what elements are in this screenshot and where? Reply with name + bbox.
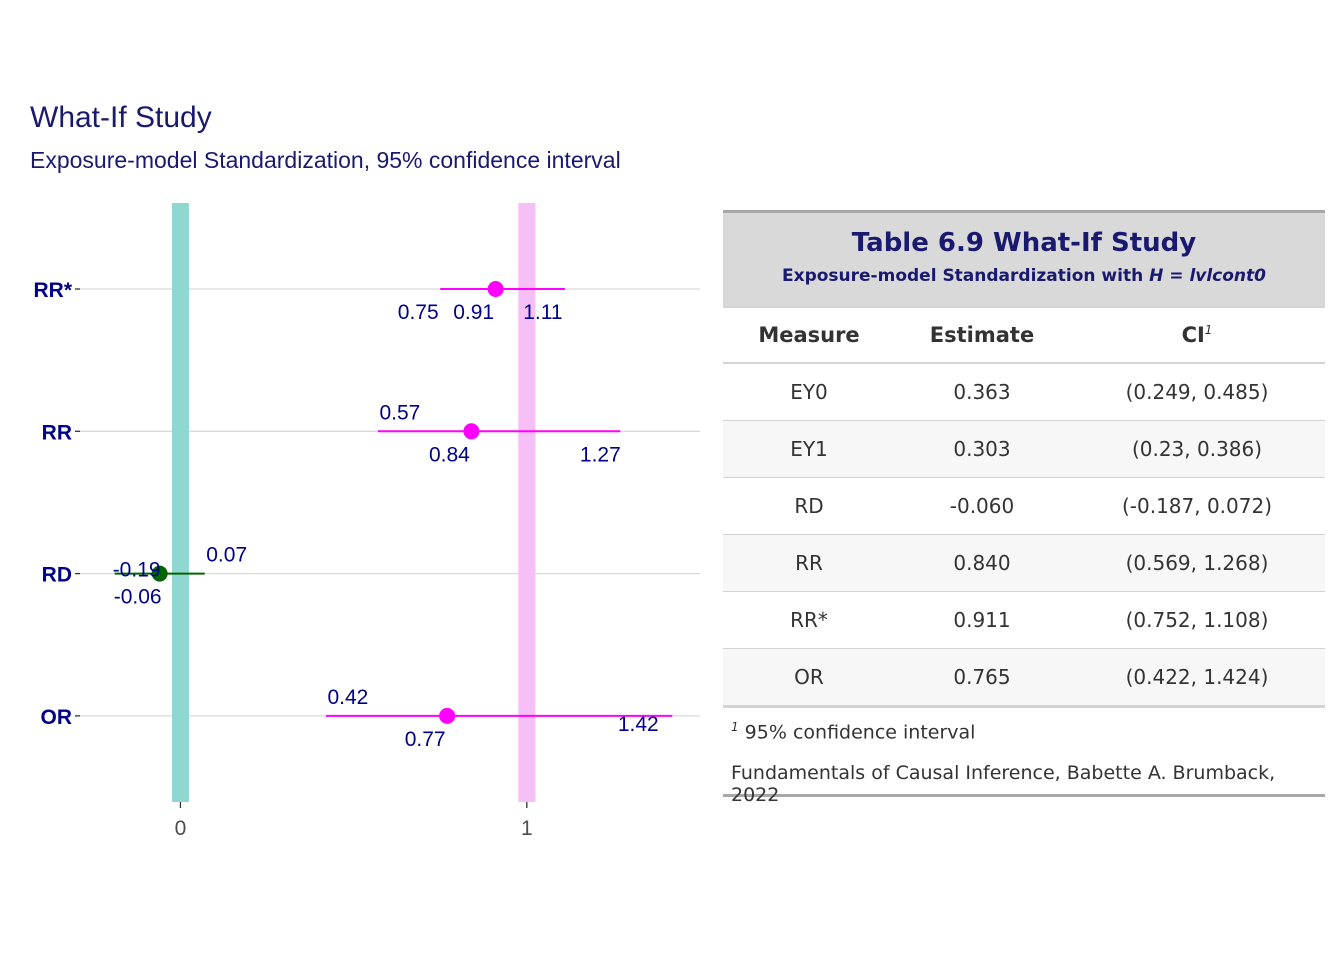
table-row: RD -0.060 (-0.187, 0.072) — [723, 478, 1325, 535]
estimate-label: 0.91 — [453, 301, 494, 324]
table-subtitle-value: lvlcont0 — [1189, 266, 1266, 286]
cell-estimate: -0.060 — [949, 494, 1015, 518]
col-header-estimate: Estimate — [929, 323, 1035, 347]
estimate-label: -0.06 — [114, 586, 162, 609]
reference-line-1 — [518, 203, 536, 802]
cell-ci: (0.422, 1.424) — [1125, 665, 1269, 689]
ci-upper-label: 1.42 — [618, 713, 659, 736]
chart-title: What-If Study — [30, 101, 212, 134]
estimate-point — [151, 565, 168, 582]
estimate-label: 0.77 — [405, 728, 446, 751]
cell-measure: EY0 — [790, 380, 828, 404]
table-column-headers: Measure Estimate CI1 — [723, 308, 1325, 364]
footnote-marker: 1 — [731, 720, 739, 734]
y-tick-label: OR — [41, 706, 73, 729]
y-tick-label: RD — [42, 564, 72, 587]
table-row: EY0 0.363 (0.249, 0.485) — [723, 364, 1325, 421]
ci-lower-label: -0.19 — [113, 559, 161, 582]
col-header-ci-label: CI — [1181, 323, 1205, 347]
cell-measure: RD — [794, 494, 824, 518]
cell-estimate: 0.840 — [953, 551, 1011, 575]
cell-ci: (0.249, 0.485) — [1125, 380, 1269, 404]
ci-lower-label: 0.75 — [398, 301, 439, 324]
ci-upper-label: 1.27 — [580, 443, 621, 466]
cell-ci: (0.23, 0.386) — [1131, 437, 1263, 461]
ci-lower-label: 0.57 — [379, 401, 420, 424]
table-row: OR 0.765 (0.422, 1.424) — [723, 649, 1325, 706]
table-subtitle-eq: = — [1163, 266, 1190, 286]
reference-line-0 — [171, 203, 189, 802]
table-subtitle-text: Exposure-model Standardization with — [781, 266, 1150, 286]
table-row: EY1 0.303 (0.23, 0.386) — [723, 421, 1325, 478]
cell-estimate: 0.363 — [953, 380, 1011, 404]
table-footnote: 1 95% confidence interval — [723, 708, 1325, 750]
table-body: EY0 0.363 (0.249, 0.485) EY1 0.303 (0.23, 0.3… — [723, 364, 1325, 708]
cell-estimate: 0.765 — [953, 665, 1011, 689]
x-tick-label: 0 — [175, 817, 187, 840]
results-table: Table 6.9 What-If Study Exposure-model S… — [723, 210, 1325, 806]
chart-subtitle: Exposure-model Standardization, 95% conf… — [30, 147, 621, 173]
cell-ci: (0.569, 1.268) — [1125, 551, 1269, 575]
cell-measure: OR — [794, 665, 824, 689]
table-row: RR* 0.911 (0.752, 1.108) — [723, 592, 1325, 649]
x-tick-label: 1 — [521, 817, 533, 840]
ci-lower-label: 0.42 — [327, 686, 368, 709]
table-subtitle-var: H — [1149, 266, 1164, 286]
estimate-point — [439, 707, 456, 724]
cell-ci: (-0.187, 0.072) — [1121, 494, 1273, 518]
table-row: RR 0.840 (0.569, 1.268) — [723, 535, 1325, 592]
table-source-note: Fundamentals of Causal Inference, Babett… — [723, 750, 1325, 806]
table-title: Table 6.9 What-If Study — [851, 228, 1197, 258]
estimate-label: 0.84 — [429, 443, 470, 466]
cell-measure: EY1 — [790, 437, 828, 461]
y-tick-label: RR* — [33, 279, 72, 302]
y-tick-label: RR — [42, 421, 72, 444]
cell-estimate: 0.303 — [953, 437, 1011, 461]
cell-ci: (0.752, 1.108) — [1125, 608, 1269, 632]
table-subtitle: Exposure-model Standardization with H = … — [723, 258, 1325, 286]
footnote-text: 95% confidence interval — [738, 721, 976, 744]
table-header: Table 6.9 What-If Study Exposure-model S… — [723, 210, 1325, 308]
ci-upper-label: 0.07 — [206, 544, 247, 567]
ci-upper-label: 1.11 — [523, 301, 562, 324]
ci-footnote-marker: 1 — [1204, 323, 1213, 337]
col-header-measure: Measure — [758, 323, 860, 347]
estimate-point — [463, 423, 480, 440]
cell-measure: RR* — [790, 608, 828, 632]
cell-measure: RR — [795, 551, 823, 575]
col-header-ci: CI1 — [1069, 323, 1325, 347]
cell-estimate: 0.911 — [953, 608, 1011, 632]
estimate-point — [487, 281, 504, 297]
forest-plot: RR* RR RD OR 0 1 0.75 0.91 1.11 0.57 0.84 1.27 -0.19… — [33, 203, 700, 840]
